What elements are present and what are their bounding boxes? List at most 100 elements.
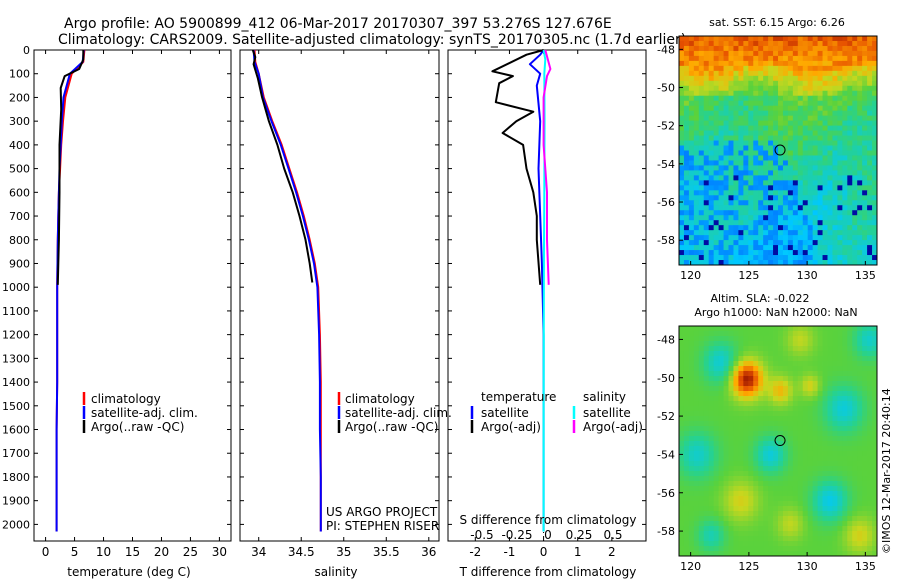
heatmap-cell: [807, 45, 814, 52]
heatmap-cell: [679, 135, 685, 141]
heatmap-cell: [847, 406, 853, 412]
heatmap-cell: [852, 356, 858, 362]
heatmap-cell: [773, 461, 779, 467]
heatmap-cell: [718, 391, 724, 397]
heatmap-cell: [758, 155, 764, 161]
sst-map-axes: 120 125 130 135-48-50-52-54-56-58: [657, 43, 876, 282]
heatmap-cell: [782, 341, 789, 347]
heatmap-cell: [738, 361, 744, 367]
heatmap-cell: [812, 406, 818, 412]
heatmap-cell: [713, 351, 719, 357]
heatmap-cell: [723, 366, 729, 372]
heatmap-cell: [832, 145, 838, 151]
heatmap-cell: [698, 531, 705, 537]
heatmap-cell: [758, 80, 764, 87]
heatmap-cell: [693, 361, 700, 367]
heatmap-cell: [822, 371, 828, 377]
heatmap-cell: [703, 546, 710, 552]
heatmap-cell: [768, 541, 774, 547]
heatmap-cell: [738, 531, 744, 537]
heatmap-cell: [832, 40, 838, 47]
heatmap-cell: [723, 531, 729, 537]
heatmap-cell: [738, 80, 744, 87]
heatmap-cell: [857, 75, 863, 82]
heatmap-cell: [708, 210, 715, 216]
heatmap-cell: [693, 200, 700, 206]
heatmap-cell: [763, 175, 769, 181]
heatmap-cell: [782, 185, 789, 191]
heatmap-cell: [797, 331, 804, 337]
heatmap-cell: [872, 401, 877, 407]
heatmap-cell: [728, 125, 734, 131]
heatmap-cell: [852, 456, 858, 462]
heatmap-cell: [817, 441, 823, 447]
heatmap-cell: [872, 336, 877, 342]
heatmap-cell: [733, 331, 739, 337]
heatmap-cell: [718, 45, 724, 52]
heatmap-cell: [708, 371, 715, 377]
heatmap-cell: [758, 36, 764, 42]
heatmap-cell: [748, 471, 754, 477]
heatmap-cell: [862, 351, 868, 357]
heatmap-cell: [862, 170, 868, 176]
heatmap-cell: [683, 366, 690, 372]
heatmap-cell: [862, 250, 868, 256]
depth-tick-label: 0: [23, 44, 30, 57]
heatmap-cell: [679, 436, 685, 442]
heatmap-cell: [792, 351, 799, 357]
heatmap-cell: [797, 381, 804, 387]
heatmap-cell: [713, 220, 719, 226]
heatmap-cell: [768, 476, 774, 482]
heatmap-cell: [827, 130, 833, 136]
heatmap-cell: [768, 175, 774, 181]
heatmap-cell: [782, 170, 789, 176]
heatmap-cell: [693, 155, 700, 161]
heatmap-cell: [758, 135, 764, 141]
heatmap-cell: [768, 135, 774, 141]
heatmap-cell: [768, 466, 774, 472]
heatmap-cell: [862, 491, 868, 497]
heatmap-cell: [792, 381, 799, 387]
heatmap-cell: [782, 391, 789, 397]
heatmap-cell: [683, 235, 690, 241]
heatmap-cell: [807, 110, 814, 117]
heatmap-cell: [683, 356, 690, 362]
heatmap-cell: [738, 125, 744, 131]
heatmap-cell: [822, 40, 828, 47]
heatmap-cell: [708, 411, 715, 417]
heatmap-cell: [763, 361, 769, 367]
heatmap-cell: [728, 230, 734, 236]
heatmap-cell: [872, 416, 877, 422]
heatmap-cell: [778, 75, 784, 82]
heatmap-cell: [867, 75, 873, 82]
heatmap-cell: [718, 250, 724, 256]
heatmap-cell: [703, 331, 710, 337]
heatmap-cell: [827, 210, 833, 216]
heatmap-cell: [852, 336, 858, 342]
heatmap-cell: [758, 326, 764, 332]
heatmap-cell: [703, 105, 710, 112]
heatmap-cell: [723, 546, 729, 552]
heatmap-cell: [693, 541, 700, 547]
heatmap-cell: [842, 456, 848, 462]
heatmap-cell: [827, 511, 833, 517]
heatmap-cell: [832, 461, 838, 467]
heatmap-cell: [822, 456, 828, 462]
heatmap-cell: [857, 456, 863, 462]
heatmap-cell: [683, 80, 690, 87]
heatmap-cell: [748, 361, 754, 367]
heatmap-cell: [862, 215, 868, 221]
heatmap-cell: [857, 331, 863, 337]
heatmap-cell: [728, 416, 734, 422]
heatmap-cell: [763, 36, 769, 42]
heatmap-cell: [763, 60, 769, 67]
heatmap-cell: [728, 60, 734, 67]
heatmap-cell: [688, 115, 695, 122]
depth-tick-label: 700: [9, 210, 30, 223]
heatmap-cell: [837, 135, 843, 141]
heatmap-cell: [847, 80, 853, 87]
heatmap-cell: [847, 120, 853, 127]
heatmap-cell: [758, 396, 764, 402]
heatmap-cell: [792, 205, 799, 211]
heatmap-cell: [847, 401, 853, 407]
